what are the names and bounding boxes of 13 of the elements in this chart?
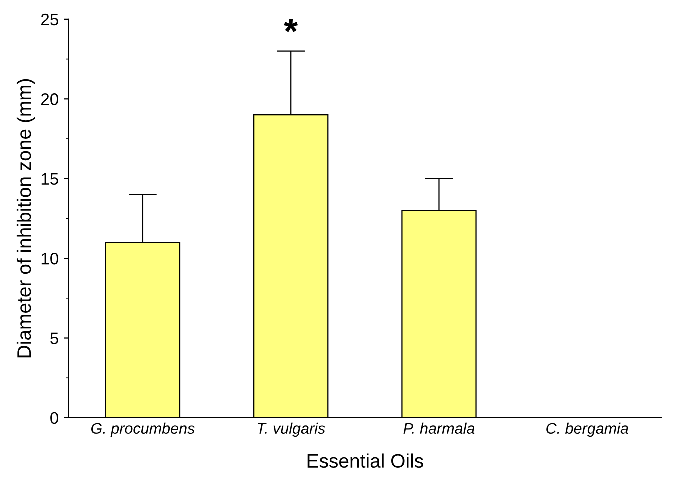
y-axis-title: Diameter of inhibition zone (mm) — [16, 79, 36, 358]
x-axis-title: Essential Oils — [308, 454, 424, 468]
x-tick-label: G. procumbens — [92, 422, 195, 438]
x-tick-label: C. bergamia — [546, 422, 628, 438]
y-tick-label: 0 — [50, 412, 59, 424]
y-tick-label: 20 — [41, 94, 59, 106]
x-tick-label: P. harmala — [404, 422, 475, 434]
y-tick-label: 10 — [42, 252, 59, 265]
annotation: * — [284, 18, 298, 32]
x-tick-label: T. vulgaris — [258, 422, 326, 438]
y-tick-label: 15 — [42, 173, 58, 186]
y-tick-label: 5 — [50, 332, 58, 344]
y-tick-label: 25 — [41, 14, 58, 26]
